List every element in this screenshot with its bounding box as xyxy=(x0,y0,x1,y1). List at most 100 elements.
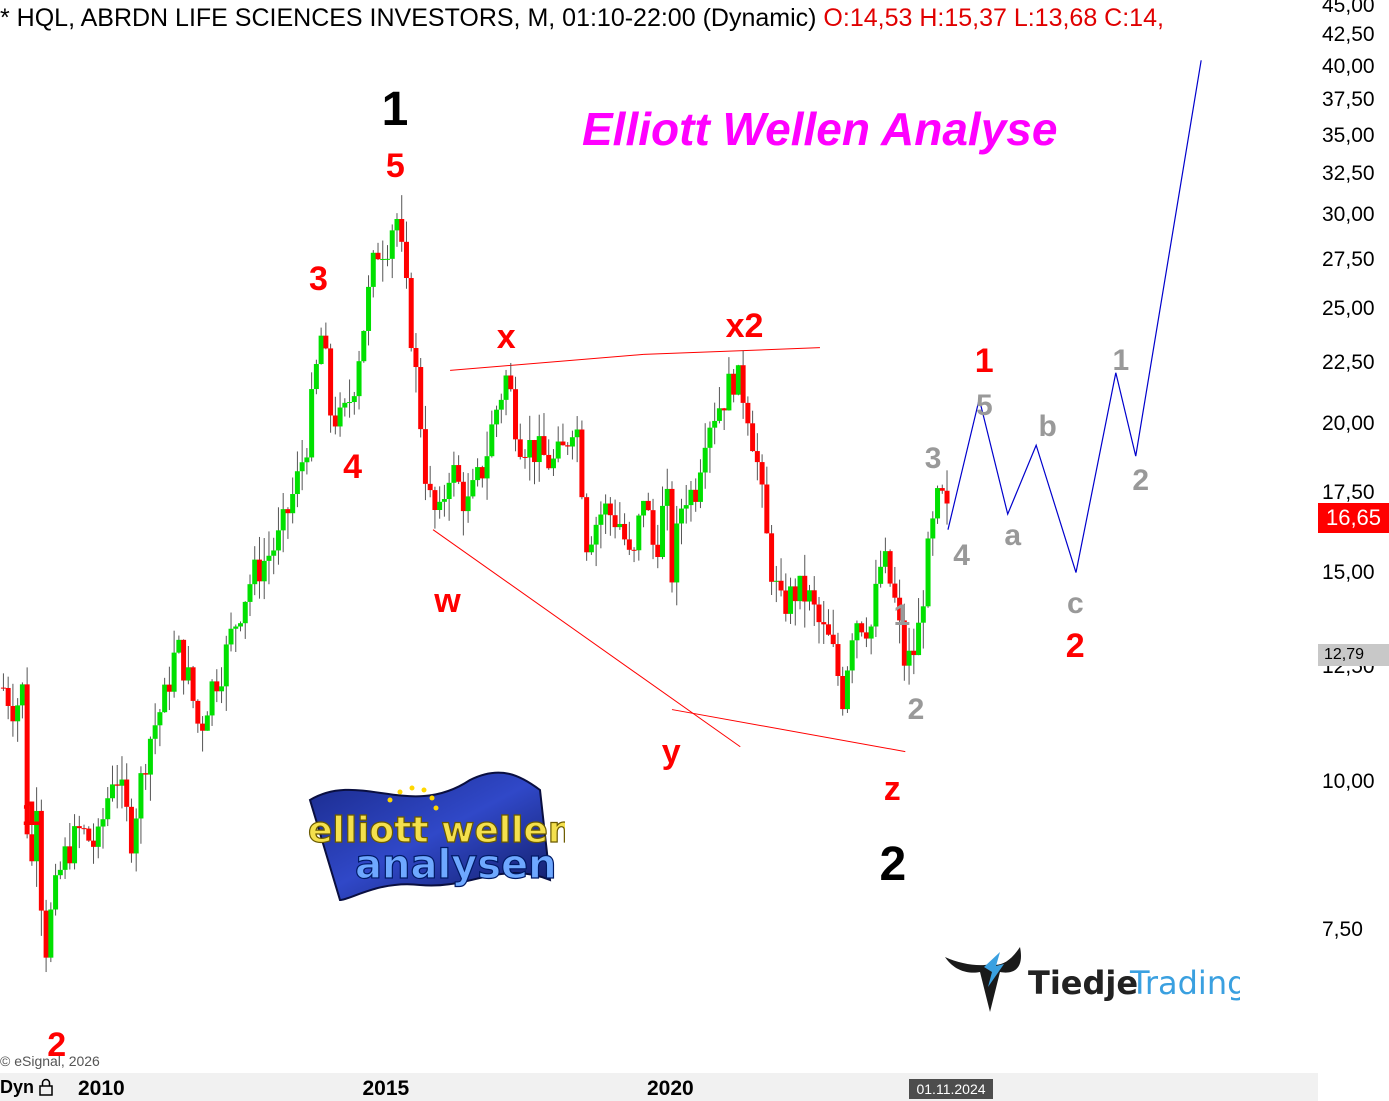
candle-up xyxy=(935,488,941,519)
candle-up xyxy=(290,494,296,514)
candle-down xyxy=(67,846,73,864)
price-tick: 7,50 xyxy=(1322,918,1363,941)
candle-up xyxy=(716,408,722,421)
candle-up xyxy=(15,705,21,722)
trendline[interactable] xyxy=(671,709,906,753)
candle-down xyxy=(200,723,206,731)
candle-down xyxy=(460,481,466,512)
candle-down xyxy=(81,828,87,830)
price-tick: 32,50 xyxy=(1322,161,1375,185)
ohlc-values: O:14,53 H:15,37 L:13,68 C:14, xyxy=(823,4,1164,32)
wave-label: 3 xyxy=(309,260,328,299)
candle-up xyxy=(100,819,106,827)
candle-up xyxy=(882,551,888,567)
candle-up xyxy=(574,429,580,438)
trendline[interactable] xyxy=(432,529,741,748)
candle-down xyxy=(721,408,727,411)
candle-down xyxy=(897,597,903,621)
candle-down xyxy=(731,373,737,395)
candle-up xyxy=(162,684,168,713)
candle-down xyxy=(432,490,438,511)
candle-up xyxy=(920,606,926,623)
candle-down xyxy=(792,586,798,602)
wave-label: a xyxy=(1004,519,1022,553)
candle-down xyxy=(892,583,898,598)
candle-up xyxy=(503,375,509,400)
candle-down xyxy=(579,429,585,498)
price-tick: 22,50 xyxy=(1322,351,1375,375)
time-tick: 2010 xyxy=(78,1077,125,1100)
candle-up xyxy=(280,509,286,531)
candle-up xyxy=(475,467,481,481)
wave-label: 1 xyxy=(381,82,409,136)
candle-down xyxy=(479,467,485,479)
candle-down xyxy=(626,539,632,550)
candle-up xyxy=(617,523,623,528)
price-tick: 15,00 xyxy=(1322,560,1375,584)
time-axis[interactable] xyxy=(0,1073,1318,1101)
candle-up xyxy=(394,219,400,231)
lock-icon[interactable] xyxy=(38,1078,54,1096)
candle-down xyxy=(5,687,11,706)
projection-line[interactable] xyxy=(947,60,1202,573)
candle-down xyxy=(328,348,334,416)
candle-up xyxy=(294,471,300,495)
candle-up xyxy=(726,373,732,411)
date-badge: 01.11.2024 xyxy=(909,1079,993,1099)
crosshair-price-badge: 12,79 xyxy=(1318,644,1389,666)
candle-up xyxy=(109,784,115,799)
price-axis[interactable] xyxy=(1318,0,1389,1073)
candle-up xyxy=(19,684,25,706)
chart-title: * HQL, ABRDN LIFE SCIENCES INVESTORS, M,… xyxy=(0,4,817,32)
candle-down xyxy=(650,510,656,545)
candle-up xyxy=(223,644,229,687)
candle-up xyxy=(275,530,281,551)
candle-down xyxy=(693,489,699,502)
price-tick: 25,00 xyxy=(1322,297,1375,321)
candle-up xyxy=(72,826,78,864)
analysis-title: Elliott Wellen Analyse xyxy=(582,103,1058,155)
copyright: © eSignal, 2026 xyxy=(0,1053,100,1069)
candle-down xyxy=(403,241,409,279)
candle-up xyxy=(252,559,258,585)
candle-up xyxy=(441,499,447,502)
candle-down xyxy=(939,488,945,491)
candle-up xyxy=(247,584,253,602)
candle-up xyxy=(34,810,40,862)
candle-down xyxy=(413,348,419,368)
wave-label: w xyxy=(434,581,461,620)
bolt-icon xyxy=(984,952,1004,987)
candle-down xyxy=(456,465,462,482)
candle-down xyxy=(86,828,92,841)
candle-down xyxy=(214,681,220,692)
candle-up xyxy=(152,725,158,739)
candle-down xyxy=(418,367,424,430)
candle-down xyxy=(128,806,134,854)
price-tick: 10,00 xyxy=(1322,769,1375,793)
candle-up xyxy=(536,436,542,463)
candle-up xyxy=(356,361,362,397)
candle-up xyxy=(550,458,556,469)
trendline[interactable] xyxy=(450,353,644,371)
trendline[interactable] xyxy=(643,347,820,355)
candle-up xyxy=(873,583,879,627)
dyn-label[interactable]: Dyn xyxy=(0,1077,35,1097)
candle-up xyxy=(133,818,139,854)
candle-up xyxy=(48,909,54,958)
candle-up xyxy=(465,496,471,512)
wave-label: x2 xyxy=(725,306,764,345)
candle-down xyxy=(513,389,519,440)
candle-up xyxy=(844,670,850,710)
wave-label: 5 xyxy=(975,389,993,423)
candle-up xyxy=(185,667,191,681)
wave-label: 1 xyxy=(893,598,911,632)
price-tick: 40,00 xyxy=(1322,54,1375,78)
candle-down xyxy=(531,440,537,463)
candle-up xyxy=(147,738,153,775)
wave-label: y xyxy=(661,732,681,771)
wave-label: b xyxy=(1038,409,1057,443)
elliott-logo-line2: analysen xyxy=(355,842,557,888)
candle-down xyxy=(285,509,291,514)
price-tick: 20,00 xyxy=(1322,412,1375,436)
candle-up xyxy=(313,364,319,390)
